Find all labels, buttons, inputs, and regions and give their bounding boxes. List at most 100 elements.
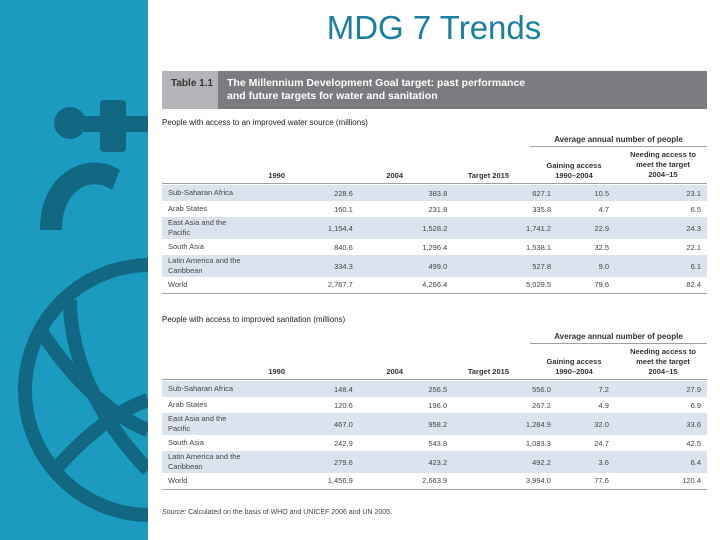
value-cell: 1,083.3: [525, 438, 551, 448]
value-cell: 492.2: [453, 451, 557, 473]
source-note: Source: Calculated on the basis of WHO a…: [162, 509, 392, 516]
source-text: Calculated on the basis of WHO and UNICE…: [188, 509, 392, 516]
value-cell: 24.7: [594, 438, 609, 448]
water-group-header: Average annual number of people: [530, 135, 707, 147]
value-cell: 1,284.9: [453, 413, 557, 435]
water-tap-icon: [18, 100, 148, 522]
region-line: Arab States: [168, 400, 208, 409]
value-cell: 840.6: [334, 242, 353, 252]
header-line: Needing access to: [630, 347, 696, 356]
header-line: Gaining access: [546, 357, 602, 366]
value-cell: 120.6: [334, 400, 353, 410]
value-cell: 196.0: [428, 400, 448, 410]
value-cell: 148.4: [279, 381, 359, 397]
header-line: meet the target: [636, 160, 690, 169]
table-row: World 1,456.9 2,663.9 3,994.0 77.6 120.4: [162, 473, 707, 490]
region-line: South Asia: [168, 242, 204, 251]
column-header-2004: 2004: [386, 171, 403, 180]
value-cell: 242.9: [334, 438, 353, 448]
region-cell: East Asia and the Pacific: [162, 413, 280, 435]
region-line: World: [168, 279, 188, 289]
value-cell: 3,994.0: [453, 473, 557, 490]
table-header: Table 1.1 The Millennium Development Goa…: [162, 71, 707, 109]
value-cell: 556.0: [453, 381, 557, 397]
region-line: Pacific: [168, 228, 191, 237]
value-cell: 499.0: [358, 255, 454, 277]
region-line: World: [168, 475, 188, 485]
region-cell: South Asia: [162, 239, 280, 255]
value-cell: 82.4: [615, 277, 707, 294]
region-cell: World: [162, 277, 280, 294]
value-cell: 32.0: [556, 413, 615, 435]
region-line: Latin America and the: [168, 452, 241, 461]
value-cell: 2,767.7: [279, 277, 359, 294]
table-label: Table 1.1: [162, 71, 218, 109]
region-cell: Arab States: [162, 397, 279, 413]
water-column-headers: 1990 2004 Target 2015: [162, 171, 707, 184]
water-gaining-header: Gaining access 1990–2004: [530, 161, 618, 181]
column-header-target: Target 2015: [467, 171, 509, 180]
value-cell: 6.4: [614, 451, 707, 473]
header-line: 1990–2004: [555, 367, 593, 376]
table-row: Arab States 120.6 196.0 267.2 4.9 6.9: [162, 397, 707, 413]
table-row: East Asia and the Pacific 467.0 958.2 1,284.…: [162, 413, 707, 435]
value-cell: 79.6: [557, 277, 616, 294]
table-caption-line: and future targets for water and sanitat…: [227, 90, 438, 102]
value-cell: 334.3: [279, 255, 359, 277]
column-header-2004: 2004: [386, 367, 403, 376]
water-section-title: People with access to an improved water …: [162, 118, 368, 127]
table-row: World 2,767.7 4,266.4 5,029.5 79.6 82.4: [162, 277, 707, 294]
decorative-sidebar: [0, 0, 148, 540]
region-line: Caribbean: [168, 462, 203, 471]
header-line: 1990–2004: [555, 171, 593, 180]
region-cell: World: [162, 473, 280, 490]
table-row: Arab States 160.1 231.8 335.8 4.7 6.5: [162, 201, 707, 217]
value-cell: 423.2: [358, 451, 454, 473]
table-row: Latin America and the Caribbean 334.3 499.0…: [162, 255, 707, 277]
value-cell: 42.5: [686, 438, 701, 448]
value-cell: 1,296.4: [422, 242, 448, 252]
source-label: Source:: [162, 509, 187, 516]
value-cell: 24.3: [615, 217, 707, 239]
region-cell: East Asia and the Pacific: [162, 217, 280, 239]
region-line: East Asia and the: [168, 218, 227, 227]
value-cell: 1,154.4: [279, 217, 359, 239]
value-cell: 6.9: [690, 400, 701, 410]
value-cell: 9.0: [557, 255, 616, 277]
region-line: South Asia: [168, 438, 204, 447]
header-line: Needing access to: [630, 150, 696, 159]
value-cell: 5,029.5: [453, 277, 558, 294]
sanitation-table: Sub-Saharan Africa 148.4 256.5 556.0 7.2 27.9…: [162, 381, 707, 490]
value-cell: 32.5: [594, 242, 610, 252]
table-row: Sub-Saharan Africa 148.4 256.5 556.0 7.2 27.9: [162, 381, 707, 397]
value-cell: 228.6: [279, 185, 359, 201]
value-cell: 23.1: [615, 185, 707, 201]
region-line: Latin America and the: [168, 256, 241, 265]
value-cell: 6.1: [615, 255, 707, 277]
region-line: East Asia and the: [168, 414, 227, 423]
table-row: South Asia 242.9 543.8 1,083.3 24.7 42.5: [162, 435, 707, 451]
value-cell: 1,538.1: [526, 242, 552, 252]
value-cell: 958.2: [358, 413, 454, 435]
value-cell: 4.7: [598, 204, 610, 214]
region-line: Pacific: [168, 424, 191, 433]
value-cell: 256.5: [358, 381, 454, 397]
header-line: 2004–15: [648, 367, 678, 376]
water-needing-header: Needing access to meet the target 2004–1…: [619, 150, 707, 180]
value-cell: 467.0: [279, 413, 359, 435]
table-row: Latin America and the Caribbean 279.6 423.2…: [162, 451, 707, 473]
value-cell: 267.2: [532, 400, 551, 410]
column-header-target: Target 2015: [467, 367, 509, 376]
sanitation-column-headers: 1990 2004 Target 2015: [162, 367, 707, 380]
table-row: South Asia 840.6 1,296.4 1,538.1 32.5 22.1: [162, 239, 707, 255]
value-cell: 27.9: [614, 381, 707, 397]
value-cell: 33.6: [614, 413, 707, 435]
region-cell: Latin America and the Caribbean: [162, 451, 280, 473]
region-line: Sub-Saharan Africa: [168, 384, 234, 393]
value-cell: 10.5: [557, 185, 616, 201]
value-cell: 383.8: [358, 185, 454, 201]
value-cell: 1,456.9: [279, 473, 359, 490]
header-line: 2004–15: [648, 170, 678, 179]
table-caption: The Millennium Development Goal target: …: [218, 71, 707, 109]
region-cell: Latin America and the Caribbean: [162, 255, 280, 277]
